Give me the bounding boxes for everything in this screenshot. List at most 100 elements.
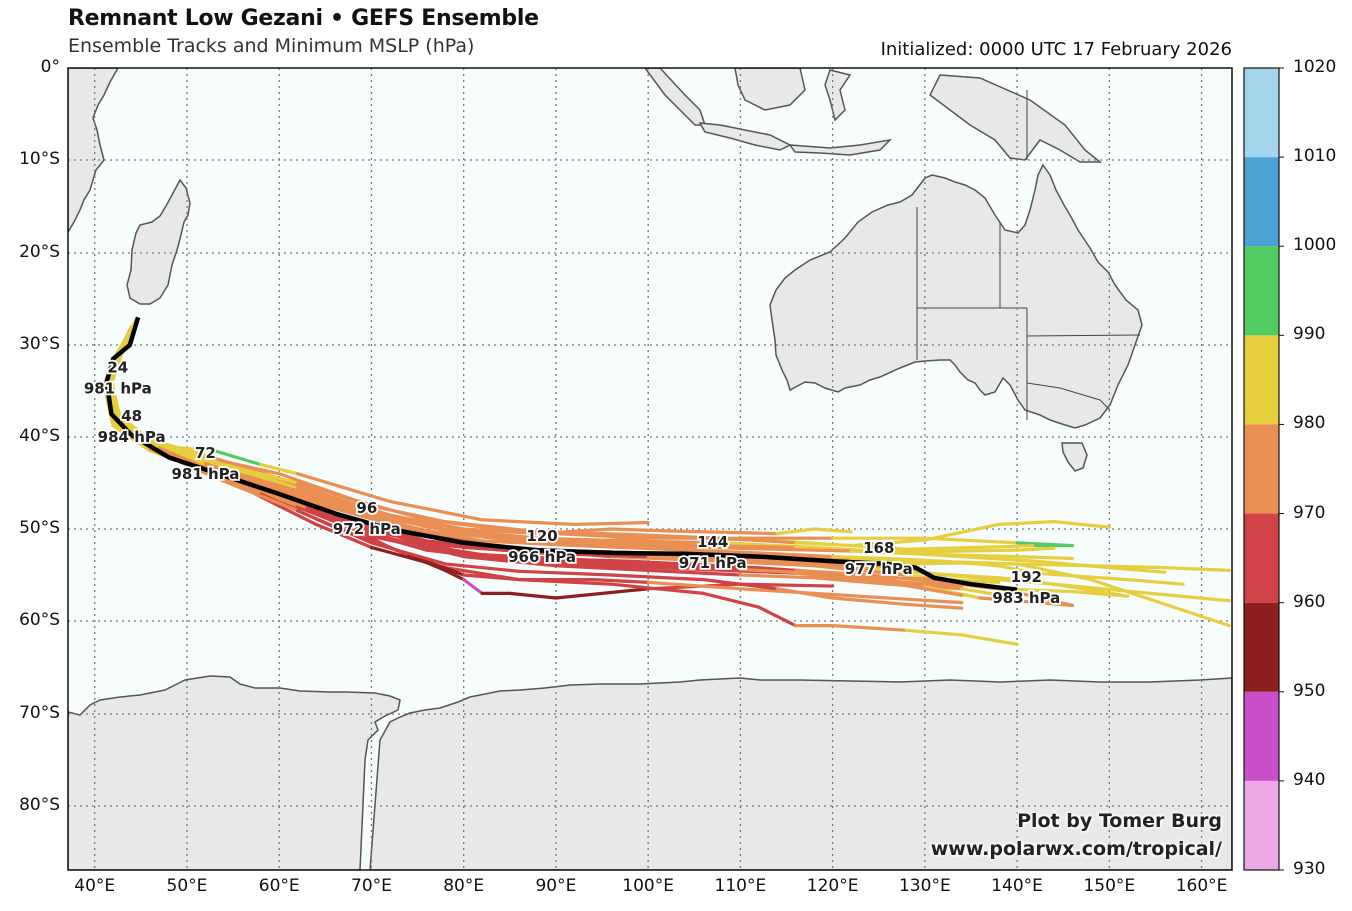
qld-nsw-border: [1026, 334, 1141, 337]
colorbar-tick-label: 980: [1293, 413, 1326, 434]
track-segment: [351, 504, 429, 529]
forecast-hour-labels: 24 981 hPa 48 984 hPa 72 981 hPa 96 972 hPa 120 9…: [82, 357, 1062, 609]
track-segment: [1089, 577, 1231, 628]
track-segment: [628, 559, 724, 568]
track-segment: [794, 541, 853, 548]
track-segment: [867, 566, 927, 575]
track-segment: [775, 527, 816, 536]
track-segment: [1033, 571, 1130, 582]
track-segment: [812, 564, 909, 577]
track-segment: [831, 554, 890, 561]
track-segment: [535, 530, 632, 537]
track-segment: [886, 596, 964, 605]
state-borders: [916, 90, 1141, 420]
track-segment: [118, 414, 152, 442]
track-segment: [738, 567, 816, 575]
lon-tick-label: 150°E: [1083, 876, 1136, 896]
track-segment: [106, 382, 120, 422]
track-segment: [812, 576, 890, 586]
forecast-hour: 144: [697, 533, 728, 551]
track-segment: [831, 596, 909, 607]
lat-tick-label: 70°S: [19, 703, 60, 723]
colorbar-bin: [1244, 424, 1279, 514]
credit-url[interactable]: www.polarwx.com/tropical/: [930, 838, 1222, 860]
track-segment: [941, 553, 1019, 559]
forecast-label: 24 981 hPa: [82, 357, 153, 400]
track-segment: [978, 543, 1038, 550]
new-guinea: [929, 74, 1103, 163]
colorbar: [1243, 67, 1284, 871]
forecast-hour: 48: [121, 407, 142, 425]
lat-tick-label: 20°S: [19, 242, 60, 262]
chart-subtitle: Ensemble Tracks and Minimum MSLP (hPa): [68, 35, 475, 57]
track-segment: [997, 576, 1056, 586]
track-segment: [572, 520, 650, 527]
lon-tick-label: 140°E: [991, 876, 1043, 896]
track-segment: [904, 549, 964, 554]
lon-tick-label: 60°E: [258, 876, 300, 896]
track-segment: [1052, 582, 1130, 598]
antarctica-landmass: [68, 675, 401, 870]
track-segment: [535, 556, 632, 563]
track-segment: [296, 472, 392, 503]
track-segment: [462, 553, 558, 564]
track-segment: [277, 486, 355, 515]
track-segment: [923, 571, 1001, 580]
track-segment: [609, 543, 706, 550]
track-segment: [222, 464, 300, 490]
colorbar-tick-label: 960: [1293, 591, 1326, 612]
colorbar-bin: [1244, 780, 1279, 870]
indonesia-java: [698, 122, 792, 151]
track-segment: [960, 633, 1019, 646]
track-segment: [831, 624, 909, 632]
track-segment: [443, 562, 521, 573]
track-segment: [609, 527, 669, 533]
track-segment: [443, 568, 466, 582]
track-segment: [517, 536, 613, 545]
track-segment: [554, 564, 650, 573]
track-segment: [517, 569, 613, 577]
track-segment: [997, 564, 1038, 575]
track-segment: [738, 557, 816, 566]
track-segment: [904, 628, 964, 637]
track-segment: [960, 554, 1038, 563]
forecast-label: 144 971 hPa: [677, 531, 748, 574]
track-segment: [628, 539, 724, 545]
mean-track: [104, 316, 1018, 592]
track-segment: [406, 527, 484, 543]
track-segment: [351, 510, 429, 533]
track-segment: [1126, 577, 1185, 586]
track-segment: [213, 449, 263, 467]
track-segment: [628, 532, 724, 540]
lon-tick-label: 120°E: [806, 876, 859, 896]
forecast-pressure: 983 hPa: [992, 589, 1060, 607]
madagascar-landmass: [126, 178, 191, 305]
track-segment: [1107, 566, 1167, 574]
colorbar-tick-label: 940: [1293, 769, 1326, 790]
track-segment: [106, 353, 120, 386]
track-segment: [923, 587, 964, 597]
track-segment: [203, 455, 281, 476]
track-segment: [923, 522, 1001, 542]
track-segment: [1163, 566, 1231, 573]
track-segment: [508, 591, 558, 600]
forecast-pressure: 966 hPa: [508, 548, 576, 566]
forecast-hour: 96: [356, 499, 377, 517]
colorbar-bin: [1244, 157, 1279, 247]
lon-tick-label: 160°E: [1175, 876, 1228, 896]
colorbar-tick-label: 950: [1293, 680, 1326, 701]
lon-tick-label: 40°E: [74, 876, 116, 896]
track-segment: [480, 539, 576, 548]
colorbar-bin: [1244, 335, 1279, 425]
track-segment: [425, 529, 521, 543]
track-segment: [701, 591, 761, 609]
track-segment: [462, 573, 521, 582]
lon-tick-label: 70°E: [351, 876, 392, 896]
track-segment: [222, 463, 300, 485]
track-segment: [960, 587, 1019, 600]
forecast-hour: 192: [1011, 568, 1042, 586]
track-segment: [222, 479, 300, 513]
track-segment: [1015, 562, 1093, 568]
track-segment: [757, 551, 835, 559]
track-segment: [997, 520, 1056, 527]
